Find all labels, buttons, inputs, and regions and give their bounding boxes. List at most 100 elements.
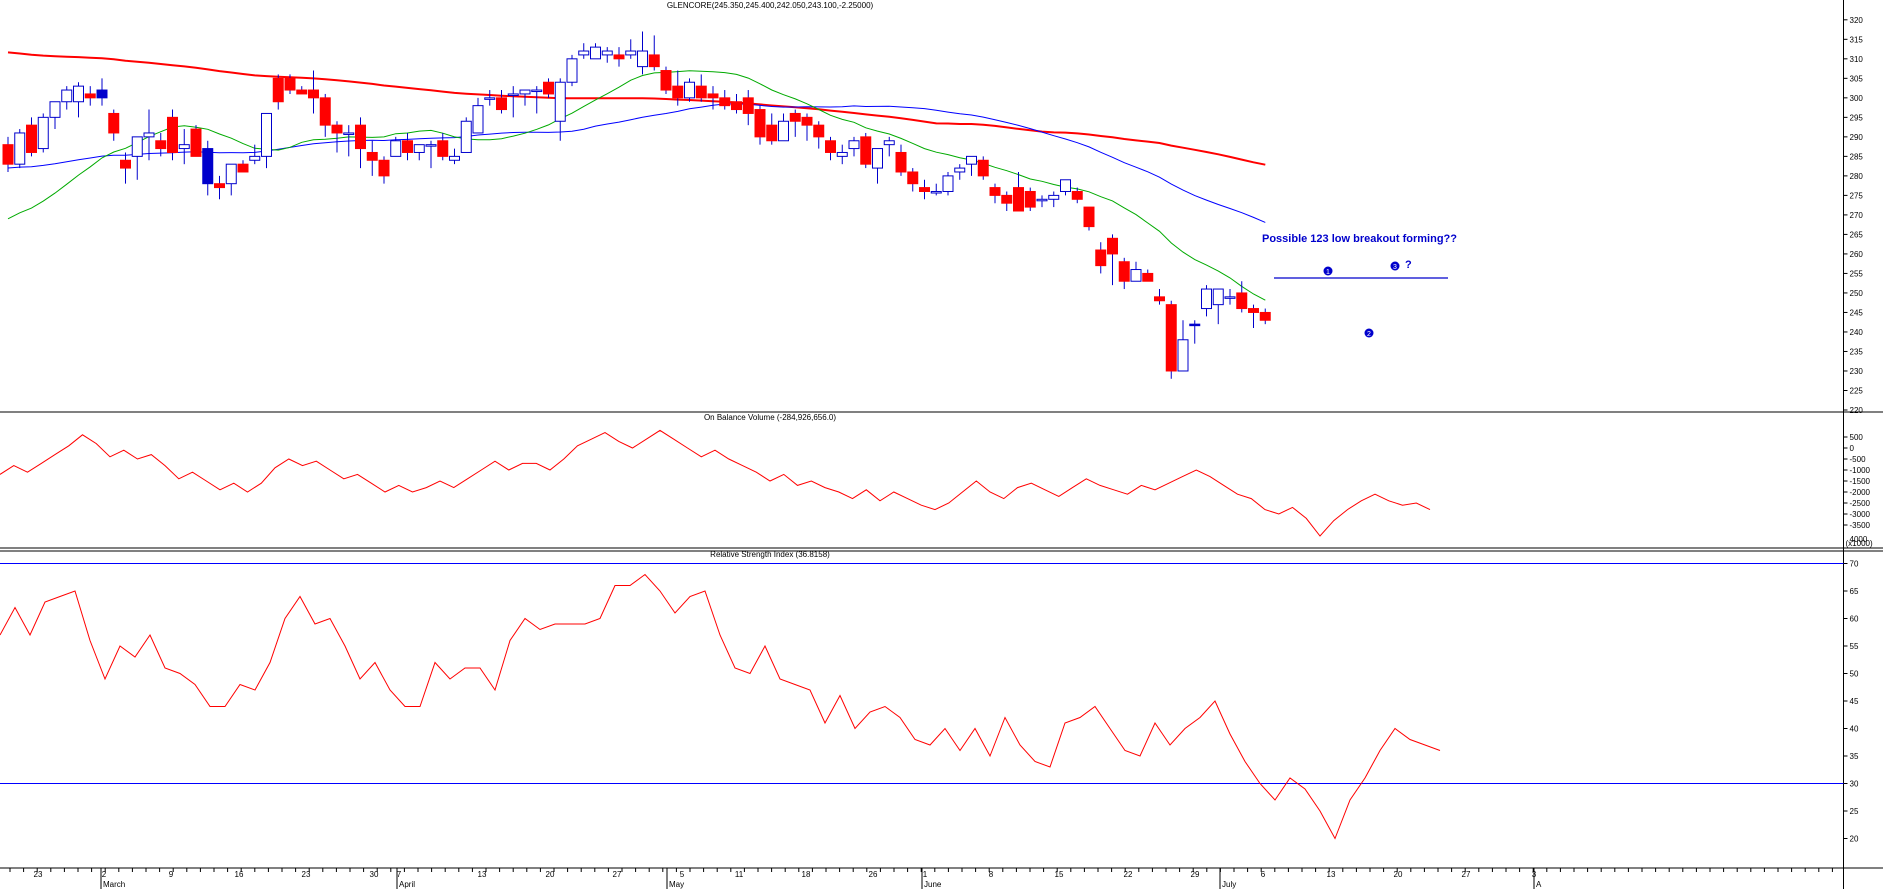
- candle-body: [637, 50, 648, 68]
- candle: [460, 117, 472, 153]
- candle: [449, 148, 460, 165]
- candle: [366, 140, 378, 176]
- candle-body: [1083, 206, 1095, 228]
- ma-slow-line: [7, 51, 1266, 166]
- candle-body: [907, 171, 919, 185]
- candle-body: [1024, 190, 1036, 208]
- x-day-label: 29: [1191, 870, 1200, 879]
- candle-body: [1259, 311, 1271, 321]
- candle-body: [1189, 323, 1201, 327]
- candle-body: [554, 81, 566, 122]
- candle: [507, 86, 519, 118]
- candle-body: [578, 50, 590, 56]
- candle-body: [14, 132, 26, 165]
- candle: [836, 144, 848, 165]
- candle: [778, 113, 789, 142]
- candle-body: [1001, 194, 1013, 204]
- candle: [1212, 288, 1224, 325]
- candle: [355, 117, 366, 169]
- candle-body: [61, 89, 73, 103]
- candle-body: [942, 175, 954, 192]
- candle: [49, 101, 61, 130]
- candle-body: [1036, 198, 1048, 202]
- candle-body: [695, 85, 707, 99]
- rsi-y-tick-label: 40: [1850, 725, 1859, 734]
- rsi-y-tick-label: 30: [1850, 780, 1859, 789]
- candle: [895, 144, 907, 176]
- price-y-axis: 220 225 230 235 240 245 250 255 260 265 270 275 280 2…: [1843, 16, 1864, 415]
- obv-panel-title: On Balance Volume (-284,926,656.0): [704, 413, 836, 422]
- candle-body: [472, 105, 484, 134]
- candle: [1259, 308, 1271, 325]
- candle-body: [390, 140, 402, 157]
- price-y-tick-label: 305: [1850, 74, 1864, 83]
- candle: [14, 129, 26, 169]
- candle: [1177, 320, 1189, 372]
- candle-body: [1154, 296, 1165, 302]
- candle-body: [754, 109, 766, 138]
- x-day-label: 1: [923, 870, 928, 879]
- candle-body: [684, 81, 695, 99]
- price-y-tick-label: 270: [1850, 211, 1864, 220]
- candle-body: [989, 187, 1001, 196]
- x-day-label: 27: [1462, 870, 1471, 879]
- price-y-tick-label: 225: [1850, 386, 1864, 395]
- candle: [1130, 261, 1142, 282]
- candle: [684, 78, 695, 102]
- candle: [190, 125, 202, 157]
- candle: [989, 183, 1001, 204]
- candle-body: [425, 144, 437, 147]
- candle-body: [1236, 292, 1248, 310]
- candle-body: [437, 140, 449, 157]
- candle-body: [1048, 194, 1060, 200]
- candle: [554, 78, 566, 141]
- price-y-tick-label: 255: [1850, 269, 1864, 278]
- candle-body: [531, 89, 543, 93]
- candle-body: [214, 183, 225, 189]
- candle-body: [954, 167, 966, 173]
- candle-body: [308, 89, 319, 99]
- rsi-y-tick-label: 20: [1850, 835, 1859, 844]
- price-y-tick-label: 300: [1850, 94, 1864, 103]
- candle: [1036, 195, 1048, 208]
- candle: [707, 86, 719, 110]
- candle-body: [719, 97, 731, 107]
- candle-body: [1013, 187, 1024, 212]
- candle-body: [966, 155, 977, 165]
- x-month-label: March: [103, 880, 125, 889]
- price-y-tick-label: 220: [1850, 406, 1864, 415]
- candle-body: [648, 54, 660, 68]
- candle-body: [1212, 288, 1224, 306]
- candle: [1142, 269, 1154, 282]
- candle-body: [378, 159, 390, 177]
- candlesticks: [2, 31, 1271, 379]
- candle-body: [590, 46, 601, 60]
- candle-body: [1248, 308, 1259, 313]
- candle-body: [225, 163, 237, 185]
- candle: [1060, 179, 1071, 196]
- candle-body: [202, 148, 214, 185]
- candle: [1248, 304, 1259, 329]
- x-day-label: 27: [613, 870, 622, 879]
- price-y-tick-label: 275: [1850, 191, 1864, 200]
- candle: [801, 113, 813, 141]
- x-day-label: 26: [869, 870, 878, 879]
- candle: [848, 136, 860, 157]
- ma-mid-line: [7, 103, 1266, 223]
- candle-body: [178, 144, 190, 150]
- candle: [695, 74, 707, 102]
- candle: [825, 136, 836, 161]
- candle-body: [96, 89, 108, 99]
- candle-body: [672, 85, 684, 99]
- obv-y-overflow-label: 4000: [1850, 535, 1868, 544]
- candle: [660, 66, 672, 94]
- candle-body: [26, 124, 37, 153]
- x-day-label: 16: [235, 870, 244, 879]
- candle-body: [601, 50, 613, 56]
- price-y-tick-label: 230: [1850, 367, 1864, 376]
- candle-body: [261, 112, 272, 157]
- price-y-tick-label: 310: [1850, 55, 1864, 64]
- x-day-label: 2: [102, 870, 107, 879]
- candle: [343, 125, 355, 157]
- candle: [872, 148, 883, 184]
